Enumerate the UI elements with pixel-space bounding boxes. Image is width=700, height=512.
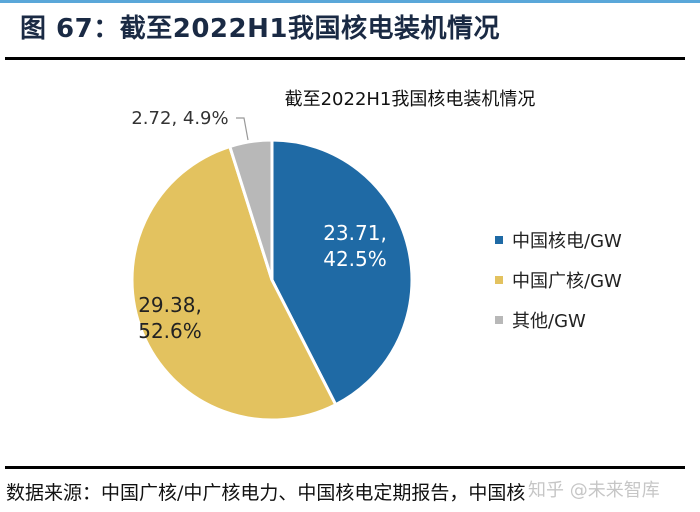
slice-label-1: 29.38,	[138, 293, 202, 317]
pie-slice-2	[227, 138, 274, 281]
pie-slice-1	[130, 144, 338, 422]
top-accent-line	[0, 0, 700, 3]
legend-label-0: 中国核电/GW	[512, 231, 622, 252]
pie-slice-0	[270, 138, 414, 407]
slice-label-1: 52.6%	[138, 319, 202, 343]
footer-divider	[5, 466, 685, 469]
legend-label-2: 其他/GW	[512, 311, 586, 332]
slice-label-0: 42.5%	[323, 247, 387, 271]
legend-marker-1	[495, 276, 503, 284]
slice-label-2: 2.72, 4.9%	[131, 108, 228, 129]
leader-line	[236, 117, 249, 141]
chart-title: 截至2022H1我国核电装机情况	[285, 89, 536, 110]
source-note: 数据来源：中国广核/中广核电力、中国核电定期报告，中国核	[6, 482, 526, 504]
slice-label-0: 23.71,	[323, 221, 387, 245]
figure-title: 图 67：截至2022H1我国核电装机情况	[20, 14, 500, 44]
watermark: 知乎 @未来智库	[528, 480, 660, 501]
legend-marker-2	[495, 316, 503, 324]
title-divider	[5, 57, 685, 60]
legend-label-1: 中国广核/GW	[512, 271, 622, 292]
legend-marker-0	[495, 236, 503, 244]
